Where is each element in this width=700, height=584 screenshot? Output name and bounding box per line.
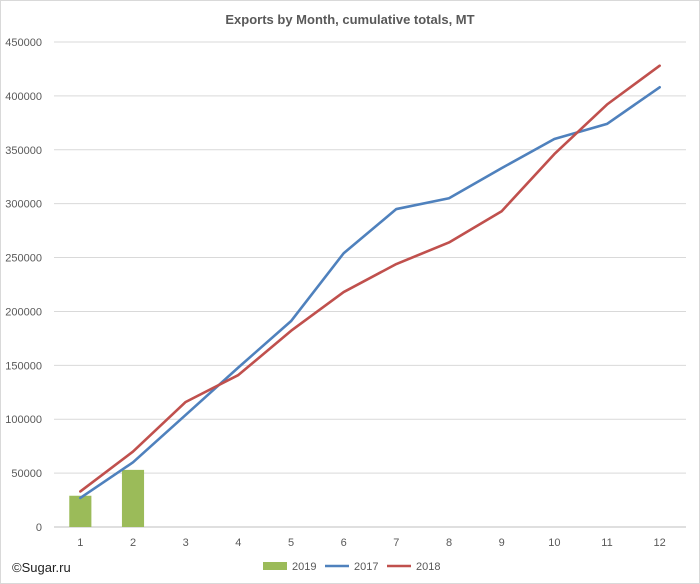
x-tick-label: 10 bbox=[548, 537, 560, 549]
bar-2019-2 bbox=[121, 469, 145, 527]
y-tick-label: 100000 bbox=[5, 414, 42, 426]
x-tick-label: 8 bbox=[446, 537, 452, 549]
legend-item-2017: 2017 bbox=[325, 561, 378, 573]
x-axis-ticks: 1 2 3 4 5 6 7 8 9 10 11 12 bbox=[77, 537, 666, 549]
bar-2019-1 bbox=[69, 495, 92, 527]
x-tick-label: 7 bbox=[393, 537, 399, 549]
y-tick-label: 250000 bbox=[5, 253, 42, 265]
legend-label: 2018 bbox=[416, 561, 440, 573]
y-axis-ticks: 0 50000 100000 150000 200000 250000 300000 3500… bbox=[5, 37, 42, 534]
legend-swatch bbox=[263, 562, 287, 570]
x-tick-label: 2 bbox=[130, 537, 136, 549]
y-tick-label: 50000 bbox=[11, 468, 42, 480]
y-tick-label: 0 bbox=[36, 522, 42, 534]
x-tick-label: 6 bbox=[341, 537, 347, 549]
y-tick-label: 300000 bbox=[5, 199, 42, 211]
bars-layer bbox=[69, 469, 145, 527]
gridlines bbox=[54, 41, 686, 528]
y-tick-label: 150000 bbox=[5, 360, 42, 372]
chart-title: Exports by Month, cumulative totals, MT bbox=[225, 12, 474, 27]
x-tick-label: 12 bbox=[654, 537, 666, 549]
legend-label: 2019 bbox=[292, 561, 316, 573]
x-tick-label: 9 bbox=[499, 537, 505, 549]
legend-item-2018: 2018 bbox=[387, 561, 440, 573]
x-tick-label: 5 bbox=[288, 537, 294, 549]
x-tick-label: 3 bbox=[183, 537, 189, 549]
series-line-2017 bbox=[79, 85, 661, 500]
credit-label: ©Sugar.ru bbox=[12, 560, 71, 575]
y-tick-label: 350000 bbox=[5, 145, 42, 157]
x-tick-label: 11 bbox=[601, 537, 612, 549]
legend: 2019 2017 2018 bbox=[263, 561, 440, 573]
y-tick-label: 400000 bbox=[5, 91, 42, 103]
y-tick-label: 450000 bbox=[5, 37, 42, 49]
legend-label: 2017 bbox=[354, 561, 378, 573]
y-tick-label: 200000 bbox=[5, 306, 42, 318]
legend-item-2019: 2019 bbox=[263, 561, 316, 573]
lines-layer bbox=[79, 64, 661, 500]
x-tick-label: 4 bbox=[235, 537, 241, 549]
x-tick-label: 1 bbox=[77, 537, 83, 549]
series-line-2018 bbox=[79, 64, 661, 493]
